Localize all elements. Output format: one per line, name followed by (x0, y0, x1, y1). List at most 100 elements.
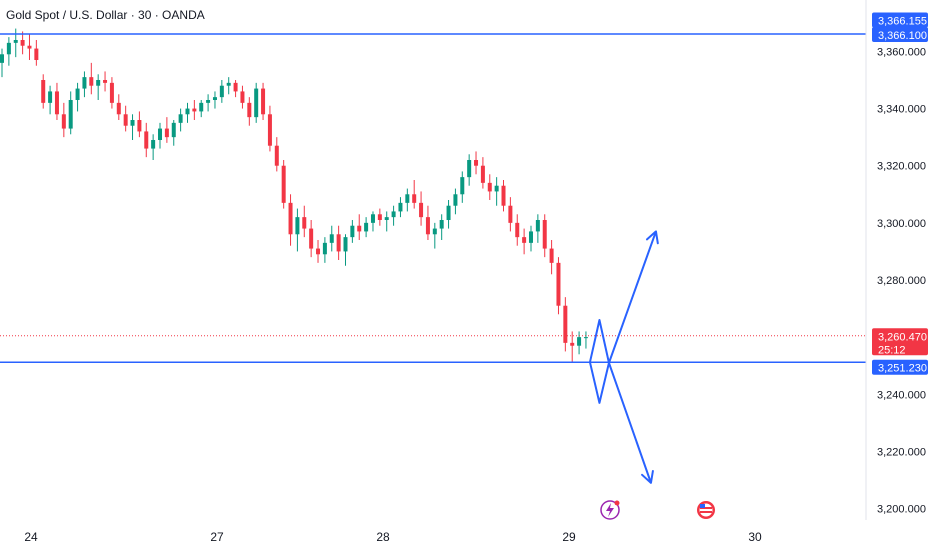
price-badge-level-top-text: 3,366.100 (878, 30, 927, 42)
projection-arrowhead-down (641, 470, 654, 484)
candle (281, 160, 286, 209)
price-tick-label: 3,340.000 (877, 104, 926, 116)
time-tick-label: 28 (376, 530, 390, 544)
candle (570, 331, 575, 363)
candle (199, 100, 204, 118)
candle (329, 225, 334, 252)
candle (212, 91, 217, 109)
candle-body (412, 194, 417, 203)
candle-body (240, 91, 245, 103)
candle (370, 211, 375, 232)
candle-body (82, 77, 87, 89)
lightning-icon[interactable] (600, 500, 620, 520)
candle (261, 82, 266, 120)
price-badge-level-bottom-text: 3,251.230 (878, 363, 927, 375)
candle-body (460, 177, 465, 195)
candle-body (570, 342, 575, 346)
candle (75, 82, 80, 112)
projection-path-down[interactable] (588, 361, 652, 484)
candle (487, 174, 492, 200)
candle-body (171, 122, 176, 138)
candle-body (316, 248, 321, 255)
candle (515, 214, 520, 246)
candle (27, 34, 32, 60)
candle (460, 171, 465, 203)
candle (425, 205, 430, 240)
candle (302, 205, 307, 238)
candle (474, 151, 479, 175)
candle (467, 154, 472, 186)
candle-body (267, 114, 272, 146)
candle-body (103, 80, 108, 83)
candle-body (487, 182, 492, 192)
price-tick-label: 3,280.000 (877, 275, 926, 287)
price-badge-level-bottom: 3,251.230 (872, 359, 928, 375)
candle-body (254, 88, 259, 118)
candle-body (130, 120, 135, 126)
candle-body (199, 102, 204, 112)
candle-body (185, 108, 190, 115)
candle (89, 62, 94, 95)
candle-body (27, 45, 32, 49)
candle (398, 197, 403, 218)
candle (233, 80, 238, 98)
candle-body (384, 217, 389, 220)
candle-body (583, 337, 588, 339)
candle (171, 120, 176, 146)
candle (364, 217, 369, 238)
candle (116, 94, 121, 120)
time-tick-label: 24 (24, 530, 38, 544)
candle (54, 82, 59, 120)
candle (288, 194, 293, 246)
candle-body (357, 225, 362, 232)
candle-body (350, 225, 355, 238)
candle (144, 122, 149, 158)
candle-body (158, 128, 163, 140)
candle (343, 234, 348, 266)
candles-layer (0, 28, 588, 363)
candle-body (425, 217, 430, 235)
candle-body (96, 80, 101, 86)
price-badge-top: 3,366.155 (872, 12, 928, 28)
candle-body (577, 337, 582, 346)
price-tick-label: 3,220.000 (877, 446, 926, 458)
candle (151, 134, 156, 160)
candle (446, 200, 451, 229)
candle-body (116, 102, 121, 115)
price-tick-label: 3,320.000 (877, 161, 926, 173)
price-badge-top-text: 3,366.155 (878, 16, 927, 28)
candle (405, 188, 410, 212)
candle (254, 82, 259, 123)
candle (41, 74, 46, 109)
candle (206, 94, 211, 112)
event-icons[interactable] (600, 500, 715, 520)
candle-body (508, 205, 513, 223)
price-axis[interactable] (866, 0, 932, 520)
candle (480, 157, 485, 189)
candle-body (542, 220, 547, 249)
candle (535, 214, 540, 243)
projection-path-up[interactable] (588, 231, 657, 364)
candle (219, 80, 224, 103)
candle-body (535, 220, 540, 232)
candle (267, 105, 272, 152)
us-flag-icon[interactable] (697, 501, 715, 519)
candle-body (247, 102, 252, 118)
candle-body (274, 145, 279, 166)
candle-body (549, 248, 554, 263)
candle (226, 77, 231, 95)
candle-body (89, 77, 94, 86)
candle-body (0, 54, 4, 63)
price-tick-label: 3,240.000 (877, 389, 926, 401)
candle-body (336, 234, 341, 252)
candle (501, 180, 506, 212)
chart-title: Gold Spot / U.S. Dollar · 30 · OANDA (6, 8, 205, 22)
candle-body (501, 185, 506, 206)
candle (412, 180, 417, 209)
candle-body (75, 88, 80, 100)
candle (549, 240, 554, 275)
candle-body (233, 82, 238, 92)
